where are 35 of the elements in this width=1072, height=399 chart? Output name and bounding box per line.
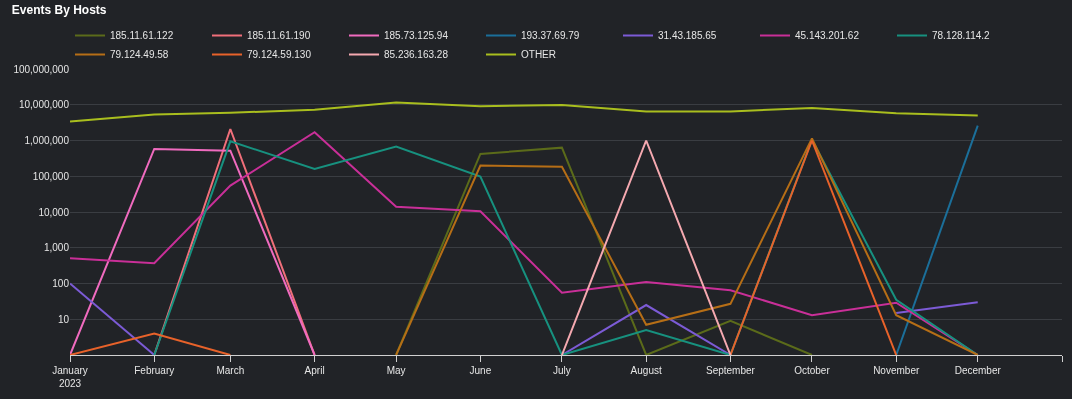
chart-title: Events By Hosts xyxy=(11,3,107,18)
legend-label: 79.124.49.58 xyxy=(110,49,169,61)
legend-label: 193.37.69.79 xyxy=(521,30,580,42)
legend-label: 185.11.61.190 xyxy=(247,30,311,42)
legend-label: 185.73.125.94 xyxy=(384,30,449,42)
legend-label: OTHER xyxy=(521,49,556,61)
y-tick-label: 10,000,000 xyxy=(18,99,70,111)
legend-label: 45.143.201.62 xyxy=(795,30,860,42)
x-tick-label: April xyxy=(304,365,325,376)
x-tick-label: September xyxy=(705,365,756,376)
x-tick-label: May xyxy=(386,365,406,376)
x-tick-label: February xyxy=(134,365,175,376)
legend-label: 78.128.114.2 xyxy=(932,30,991,42)
y-tick-label: 10 xyxy=(57,313,70,325)
x-tick-label: January 2023 xyxy=(52,365,88,389)
x-tick-label: August xyxy=(630,365,662,376)
legend-label: 85.236.163.28 xyxy=(384,49,449,61)
y-tick-label: 100 xyxy=(52,278,70,289)
y-tick-label: 100,000 xyxy=(32,170,70,182)
line-series xyxy=(70,101,979,123)
line-series xyxy=(395,146,813,355)
legend-label: 79.124.59.130 xyxy=(247,49,312,61)
x-tick-label: November xyxy=(873,365,920,376)
x-tick-label: December xyxy=(954,365,1002,376)
y-tick-label: 1,000 xyxy=(43,242,70,254)
legend-label: 185.11.61.122 xyxy=(110,30,174,42)
legend-label: 31.43.185.65 xyxy=(658,30,717,42)
y-tick-label: 1,000,000 xyxy=(24,135,70,146)
y-tick-label: 100,000,000 xyxy=(13,63,70,75)
x-tick-label: October xyxy=(794,365,831,376)
line-series xyxy=(395,137,979,355)
x-tick-label: June xyxy=(469,365,492,376)
x-tick-label: March xyxy=(216,365,245,376)
y-tick-label: 10,000 xyxy=(38,206,70,218)
x-tick-label: July xyxy=(553,365,571,376)
